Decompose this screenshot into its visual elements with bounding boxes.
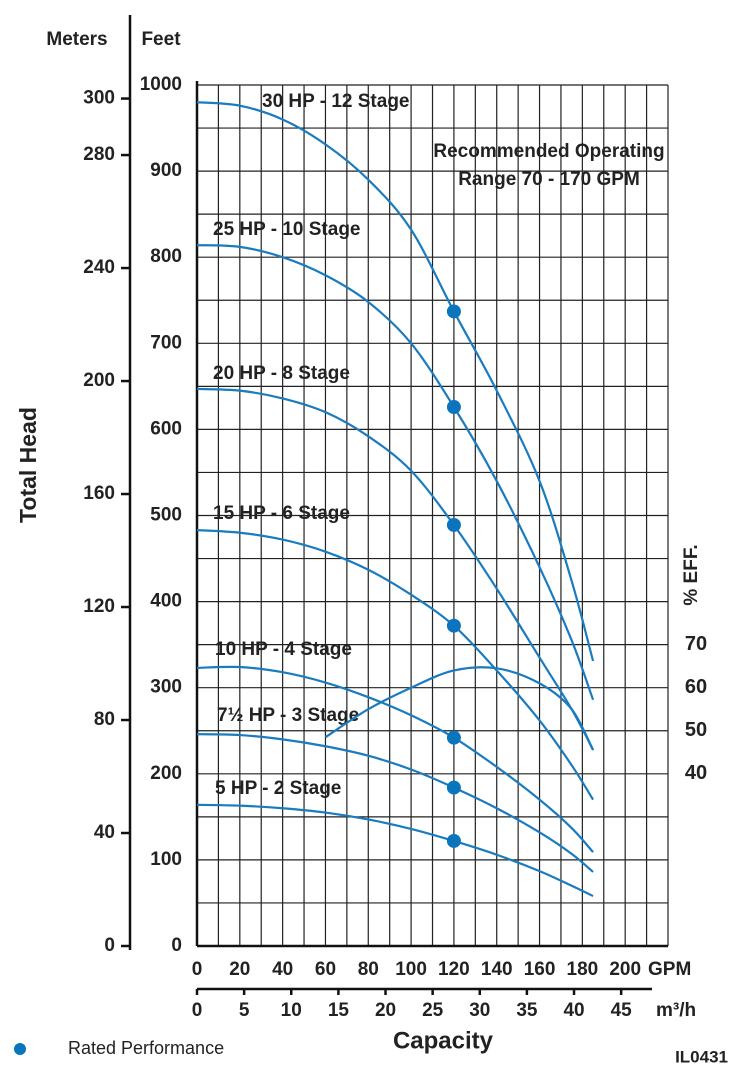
x-tick-label: 40 (272, 959, 293, 980)
legend-marker (14, 1043, 26, 1055)
x2-tick-label: 0 (192, 1000, 203, 1021)
x2-tick-label: 20 (375, 1000, 396, 1021)
y2-tick-label: 40 (94, 822, 115, 843)
curve (196, 244, 595, 701)
y3-title: % EFF. (681, 544, 702, 605)
x2-tick-label: 25 (422, 1000, 444, 1021)
x-tick-label: 80 (358, 959, 379, 980)
y2-tick-label: 280 (83, 144, 115, 165)
x2-tick-label: 10 (281, 1000, 302, 1021)
y-tick-label: 800 (150, 246, 182, 267)
x-title: Capacity (393, 1027, 494, 1054)
x-tick-label: 200 (609, 959, 641, 980)
rated-point (446, 780, 461, 795)
rated-point (446, 730, 461, 745)
y-tick-label: 1000 (140, 74, 182, 95)
rated-point (446, 833, 461, 848)
y-tick-label: 400 (150, 591, 182, 612)
curve (196, 387, 595, 751)
x2-tick-label: 5 (239, 1000, 250, 1021)
rated-point (446, 304, 461, 319)
x-tick-label: 60 (315, 959, 336, 980)
curve (196, 803, 594, 898)
x-tick-label: 180 (567, 959, 599, 980)
annotation: Recommended Operating (433, 141, 664, 162)
y2-tick-label: 200 (83, 370, 115, 391)
y2-tick-label: 240 (83, 257, 115, 278)
figure-id: IL0431 (675, 1047, 728, 1066)
x2-tick-label: 45 (611, 1000, 633, 1021)
series-label: 5 HP - 2 Stage (215, 778, 341, 799)
curve (196, 529, 595, 801)
series-label: 30 HP - 12 Stage (262, 91, 410, 112)
y-tick-label: 700 (150, 332, 182, 353)
x2-unit: m³/h (656, 1000, 696, 1021)
y-tick-label: 300 (150, 677, 182, 698)
x-tick-label: 0 (192, 959, 203, 980)
series-label: 20 HP - 8 Stage (213, 363, 350, 384)
x-tick-label: 160 (524, 959, 556, 980)
curve (196, 101, 595, 662)
y3-tick-label: 40 (685, 762, 707, 784)
y2-tick-label: 0 (104, 935, 115, 956)
series-label: 15 HP - 6 Stage (213, 503, 350, 524)
y-tick-label: 200 (150, 763, 182, 784)
x2-tick-label: 30 (469, 1000, 490, 1021)
x2-tick-label: 40 (563, 1000, 584, 1021)
y2-tick-label: 300 (83, 88, 115, 109)
y2-tick-label: 80 (94, 709, 115, 730)
y-tick-label: 0 (171, 935, 182, 956)
legend-label: Rated Performance (68, 1038, 224, 1058)
y2-tick-label: 160 (83, 483, 115, 504)
rated-point (446, 400, 461, 415)
y-tick-label: 500 (150, 505, 182, 526)
rated-point (446, 517, 461, 532)
y3-tick-label: 60 (685, 676, 707, 698)
rated-point (446, 618, 461, 633)
x-tick-label: 100 (395, 959, 427, 980)
x2-tick-label: 35 (516, 1000, 538, 1021)
x-unit: GPM (648, 959, 691, 980)
x-tick-label: 140 (481, 959, 513, 980)
curve (324, 666, 595, 751)
meters-label: Meters (46, 29, 107, 50)
y2-tick-label: 120 (83, 596, 115, 617)
curve (196, 665, 594, 853)
y-tick-label: 900 (150, 160, 182, 181)
y3-tick-label: 50 (685, 719, 707, 741)
series-label: 10 HP - 4 Stage (215, 639, 352, 660)
feet-label: Feet (141, 29, 181, 50)
x2-tick-label: 15 (328, 1000, 350, 1021)
y-tick-label: 600 (150, 418, 182, 439)
curve (196, 733, 594, 873)
y-title: Total Head (15, 407, 41, 523)
x-tick-label: 20 (229, 959, 250, 980)
y-tick-label: 100 (150, 849, 182, 870)
x-tick-label: 120 (438, 959, 470, 980)
y3-tick-label: 70 (685, 633, 707, 655)
annotation: Range 70 - 170 GPM (458, 169, 640, 190)
series-label: 7½ HP - 3 Stage (217, 705, 359, 726)
series-label: 25 HP - 10 Stage (213, 219, 361, 240)
